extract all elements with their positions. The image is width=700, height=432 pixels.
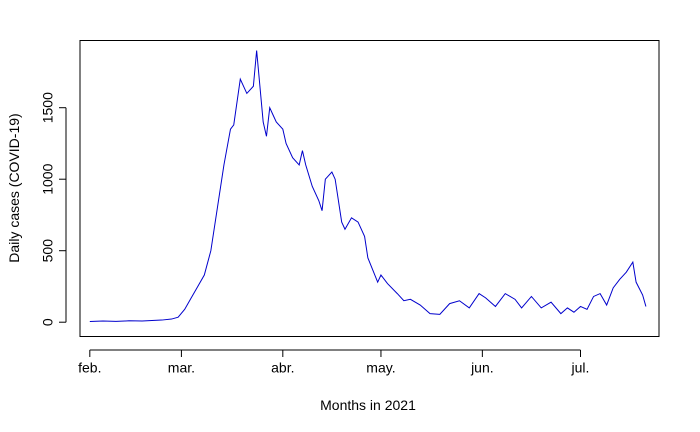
x-tick-label: jun.	[470, 360, 494, 376]
x-tick-label: jul.	[571, 360, 590, 376]
x-tick-label: abr.	[271, 360, 294, 376]
data-point	[184, 309, 185, 310]
data-points	[89, 50, 646, 322]
series-line	[89, 50, 647, 322]
data-point	[495, 306, 496, 307]
data-point	[292, 157, 293, 158]
x-tick-label: mar.	[168, 360, 195, 376]
data-point	[632, 262, 633, 263]
data-point	[282, 129, 283, 130]
data-point	[217, 207, 218, 208]
data-point	[210, 250, 211, 251]
data-point	[642, 294, 643, 295]
data-point	[600, 293, 601, 294]
data-point	[230, 129, 231, 130]
data-point	[272, 114, 273, 115]
data-point	[619, 279, 620, 280]
data-point	[403, 300, 404, 301]
data-point	[161, 319, 162, 320]
data-point	[626, 272, 627, 273]
data-point	[478, 293, 479, 294]
data-point	[459, 300, 460, 301]
data-point	[233, 124, 234, 125]
data-point	[331, 171, 332, 172]
data-point	[335, 179, 336, 180]
data-point	[344, 229, 345, 230]
data-point	[531, 296, 532, 297]
data-point	[410, 299, 411, 300]
data-point	[613, 287, 614, 288]
data-point	[397, 293, 398, 294]
data-point	[263, 121, 264, 122]
data-point	[593, 296, 594, 297]
data-point	[367, 257, 368, 258]
data-point	[178, 317, 179, 318]
data-point	[151, 320, 152, 321]
data-point	[269, 107, 270, 108]
data-point	[285, 143, 286, 144]
data-point	[357, 222, 358, 223]
data-point	[380, 274, 381, 275]
data-point	[325, 179, 326, 180]
y-axis: 0 500 1000 1500	[40, 92, 67, 326]
data-point	[128, 320, 129, 321]
plot-area-frame	[79, 40, 660, 337]
data-point	[142, 320, 143, 321]
data-point	[246, 93, 247, 94]
x-tick-label: feb.	[78, 360, 101, 376]
data-point	[305, 164, 306, 165]
data-point	[469, 307, 470, 308]
data-point	[377, 282, 378, 283]
data-point	[429, 313, 430, 314]
data-point	[204, 274, 205, 275]
data-point	[514, 299, 515, 300]
y-tick-label: 1500	[40, 92, 56, 123]
data-point	[171, 318, 172, 319]
y-tick-label: 500	[40, 239, 56, 263]
data-point	[586, 309, 587, 310]
data-point	[191, 297, 192, 298]
data-point	[541, 307, 542, 308]
data-point	[505, 293, 506, 294]
data-point	[321, 210, 322, 211]
data-point	[89, 321, 90, 322]
data-point	[387, 283, 388, 284]
data-point	[266, 136, 267, 137]
data-point	[240, 79, 241, 80]
data-point	[567, 307, 568, 308]
data-point	[449, 303, 450, 304]
y-axis-label: Daily cases (COVID-19)	[6, 113, 22, 262]
data-point	[299, 164, 300, 165]
data-point	[115, 321, 116, 322]
data-point	[312, 186, 313, 187]
data-point	[302, 150, 303, 151]
data-point	[197, 286, 198, 287]
data-point	[580, 306, 581, 307]
data-point	[420, 304, 421, 305]
y-tick-label: 1000	[40, 163, 56, 194]
data-point	[253, 86, 254, 87]
data-point	[276, 121, 277, 122]
data-point	[102, 320, 103, 321]
data-point	[636, 282, 637, 283]
data-point	[364, 236, 365, 237]
data-point	[560, 313, 561, 314]
x-axis: feb. mar. abr. may. jun. jul.	[78, 349, 590, 376]
data-point	[439, 314, 440, 315]
data-point	[645, 306, 646, 307]
data-point	[256, 50, 257, 51]
data-point	[485, 297, 486, 298]
x-tick-label: may.	[366, 360, 395, 376]
data-point	[341, 222, 342, 223]
data-point	[351, 217, 352, 218]
data-point	[223, 164, 224, 165]
data-point	[573, 312, 574, 313]
data-point	[550, 302, 551, 303]
data-point	[521, 307, 522, 308]
x-axis-label: Months in 2021	[320, 397, 416, 413]
data-point	[606, 304, 607, 305]
y-tick-label: 0	[40, 318, 56, 326]
data-point	[318, 200, 319, 201]
